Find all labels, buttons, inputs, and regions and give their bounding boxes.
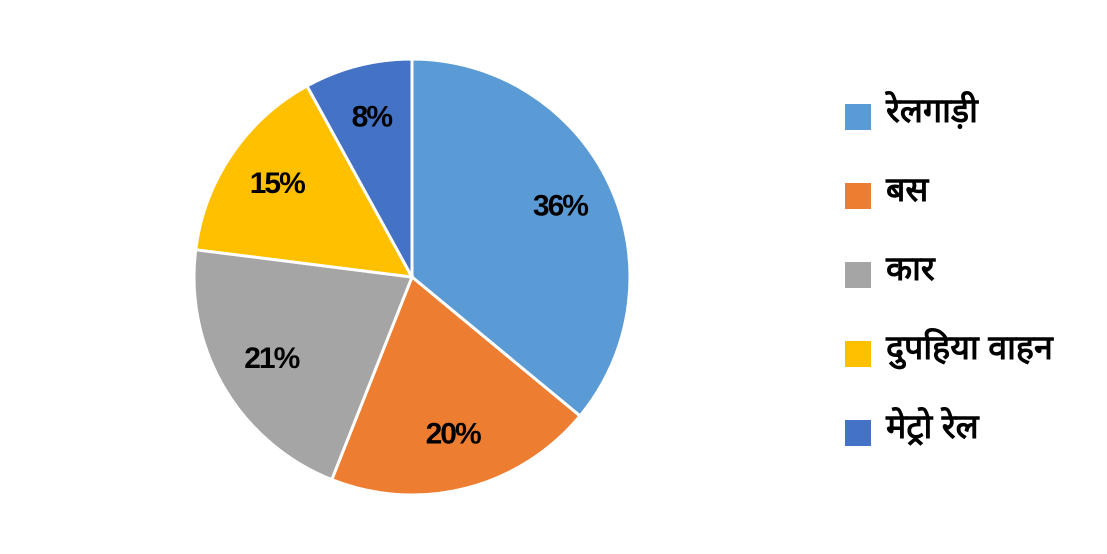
data-label: 21% [244, 342, 299, 375]
legend-swatch [845, 341, 871, 367]
data-label: 8% [352, 101, 393, 134]
legend-swatch [845, 420, 871, 446]
legend-swatch [845, 183, 871, 209]
legend-swatch [845, 262, 871, 288]
legend-label: रेलगाड़ी [885, 90, 980, 130]
pie-slice [329, 274, 583, 497]
legend-label: मेट्रो रेल [885, 406, 981, 446]
data-label: 20% [426, 417, 481, 450]
data-label: 36% [533, 189, 588, 222]
legend-label: बस [885, 171, 929, 209]
pie-slice [304, 57, 414, 278]
legend-label: दुपहिया वाहन [885, 327, 1054, 370]
legend-swatch [845, 104, 871, 130]
data-label: 15% [250, 167, 305, 200]
legend-label: कार [885, 250, 936, 288]
pie-slice [410, 57, 632, 419]
pie-slice [192, 248, 415, 482]
pie-slice [194, 83, 415, 279]
